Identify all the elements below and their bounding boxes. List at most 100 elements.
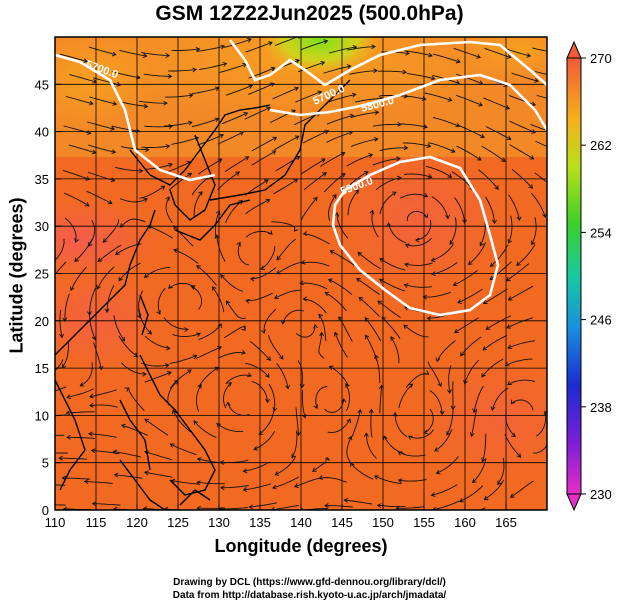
streamline xyxy=(164,161,191,174)
streamline xyxy=(144,335,170,349)
streamline-arrowhead xyxy=(445,214,451,220)
streamline xyxy=(138,309,152,335)
streamline-arrowhead xyxy=(504,361,510,367)
streamline-arrowhead xyxy=(358,296,364,302)
streamline-arrowhead xyxy=(196,332,201,338)
streamline xyxy=(224,38,252,48)
streamline xyxy=(173,225,194,247)
streamline xyxy=(244,107,271,120)
streamline xyxy=(428,142,455,153)
streamline xyxy=(128,387,145,412)
streamline xyxy=(92,503,121,506)
streamline-arrowhead xyxy=(542,213,547,219)
streamline xyxy=(164,121,192,127)
streamline-arrowhead xyxy=(374,110,380,115)
streamline-arrowhead xyxy=(311,467,317,472)
streamline xyxy=(356,278,380,295)
streamline-arrowhead xyxy=(383,435,388,441)
streamline-arrowhead xyxy=(510,399,516,405)
streamline-arrowhead xyxy=(559,75,563,79)
streamline-arrowhead xyxy=(138,168,144,174)
streamline-arrowhead xyxy=(265,398,271,404)
streamline-arrowhead xyxy=(483,495,489,501)
colorbar-bottom-arrow xyxy=(566,493,582,512)
streamline xyxy=(431,243,454,262)
streamline-arrowhead xyxy=(327,278,333,283)
streamline xyxy=(248,83,275,95)
streamline-arrowhead xyxy=(236,241,241,247)
streamline-arrowhead xyxy=(457,299,462,304)
streamline-arrowhead xyxy=(89,402,94,408)
streamline xyxy=(59,309,63,338)
colorbar-tick-label: 254 xyxy=(590,225,612,240)
streamline xyxy=(86,190,113,204)
streamline-arrowhead xyxy=(478,101,483,107)
streamline-arrowhead xyxy=(169,443,175,448)
streamline-arrowhead xyxy=(147,330,153,335)
wind-streamlines xyxy=(55,37,563,510)
streamline-arrowhead xyxy=(318,313,323,319)
streamline-arrowhead xyxy=(195,46,201,52)
streamline xyxy=(273,178,298,195)
streamline xyxy=(195,384,202,412)
streamline xyxy=(216,234,226,262)
streamline-arrowhead xyxy=(313,323,318,329)
streamline-arrowhead xyxy=(318,475,324,480)
streamline-arrowhead xyxy=(170,478,176,484)
streamline xyxy=(323,173,346,193)
x-tick-label: 140 xyxy=(290,515,312,530)
streamline-arrowhead xyxy=(112,506,118,510)
streamline xyxy=(89,287,97,315)
streamline xyxy=(220,459,249,463)
streamline xyxy=(141,362,169,367)
streamline-arrowhead xyxy=(193,420,198,425)
streamline-arrowhead xyxy=(190,285,196,290)
streamline xyxy=(245,199,270,215)
streamline-arrowhead xyxy=(61,475,67,481)
contour-5700-north xyxy=(228,39,547,87)
streamline xyxy=(351,409,361,437)
streamline xyxy=(405,237,432,247)
streamline-arrowhead xyxy=(120,423,126,429)
streamline-arrowhead xyxy=(323,39,329,45)
streamline-arrowhead xyxy=(192,354,198,360)
streamline-arrowhead xyxy=(84,202,90,207)
streamline xyxy=(171,48,200,51)
streamline xyxy=(533,444,547,454)
x-tick-label: 125 xyxy=(167,515,189,530)
streamline-arrowhead xyxy=(472,408,478,414)
streamline-arrowhead xyxy=(245,298,250,304)
streamline-arrowhead xyxy=(268,41,273,46)
y-axis-label: Latitude (degrees) xyxy=(6,197,27,354)
streamline xyxy=(170,443,197,456)
streamline xyxy=(191,118,219,128)
streamline-arrowhead xyxy=(274,294,279,299)
streamline-arrowhead xyxy=(390,336,395,341)
streamline xyxy=(485,126,512,140)
streamline xyxy=(407,73,435,80)
streamline xyxy=(144,471,173,478)
streamline xyxy=(59,53,88,62)
streamline-arrowhead xyxy=(526,52,532,58)
y-tick-label: 20 xyxy=(35,314,49,329)
streamline-arrowhead xyxy=(144,147,150,153)
streamline-arrowhead xyxy=(135,128,141,134)
temperature-field xyxy=(55,37,547,510)
streamline xyxy=(144,266,171,278)
streamline-arrowhead xyxy=(392,411,398,417)
streamline-arrowhead xyxy=(165,144,171,149)
streamline xyxy=(388,222,407,244)
streamline xyxy=(479,218,486,246)
streamline-arrowhead xyxy=(88,100,94,106)
streamline-arrowhead xyxy=(404,243,410,249)
streamline xyxy=(403,324,429,338)
streamline-arrowhead xyxy=(507,344,513,349)
streamline xyxy=(446,407,454,436)
streamline xyxy=(456,145,482,161)
streamline xyxy=(250,267,277,280)
streamline-arrowhead xyxy=(241,349,246,355)
streamline-arrowhead xyxy=(494,185,499,190)
streamline-arrowhead xyxy=(168,123,174,129)
streamline xyxy=(118,335,138,357)
streamline-arrowhead xyxy=(291,109,297,114)
